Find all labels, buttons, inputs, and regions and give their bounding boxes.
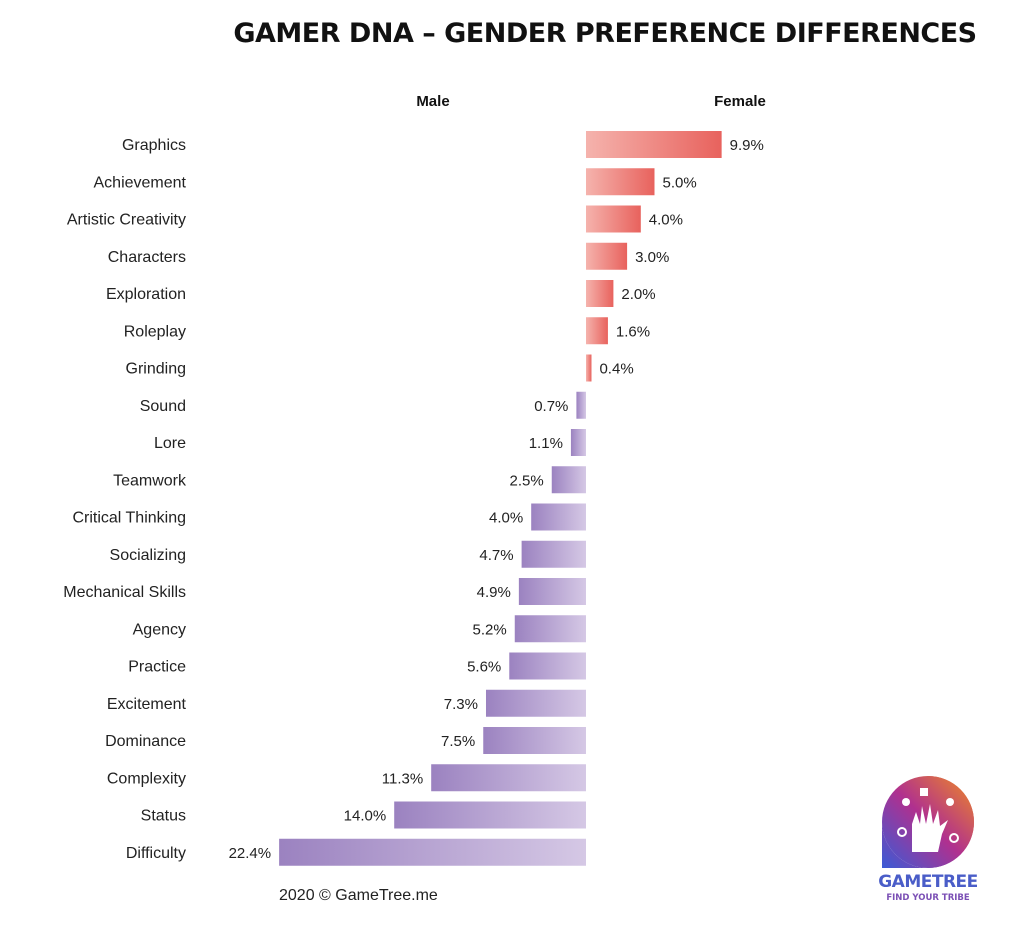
bar-complexity bbox=[431, 764, 586, 792]
category-label-practice: Practice bbox=[128, 659, 186, 676]
value-label-achievement: 5.0% bbox=[663, 174, 697, 191]
category-label-graphics: Graphics bbox=[122, 137, 186, 154]
bar-dominance bbox=[483, 727, 586, 754]
value-label-dominance: 7.5% bbox=[441, 733, 475, 750]
chart-title: GAMER DNA – GENDER PREFERENCE DIFFERENCE… bbox=[233, 18, 977, 49]
category-label-status: Status bbox=[141, 808, 186, 825]
bar-roleplay bbox=[586, 317, 608, 345]
category-label-sound: Sound bbox=[140, 398, 186, 415]
category-label-exploration: Exploration bbox=[106, 286, 186, 303]
category-label-characters: Characters bbox=[108, 249, 186, 266]
bar-achievement bbox=[586, 168, 655, 196]
bar-artistic-creativity bbox=[586, 205, 641, 233]
value-label-complexity: 11.3% bbox=[382, 770, 423, 787]
value-label-critical-thinking: 4.0% bbox=[489, 510, 523, 527]
bar-grinding bbox=[586, 354, 592, 382]
category-label-teamwork: Teamwork bbox=[113, 472, 187, 489]
bar-exploration bbox=[586, 280, 614, 307]
value-label-practice: 5.6% bbox=[467, 659, 501, 676]
category-label-lore: Lore bbox=[154, 435, 186, 452]
bar-practice bbox=[509, 652, 586, 680]
value-label-roleplay: 1.6% bbox=[616, 323, 650, 340]
bar-excitement bbox=[485, 689, 586, 717]
value-label-grinding: 0.4% bbox=[599, 361, 633, 378]
gametree-logo: GAMETREE FIND YOUR TRIBE bbox=[876, 772, 980, 912]
value-label-sound: 0.7% bbox=[534, 398, 568, 415]
female-side-label: Female bbox=[714, 93, 766, 110]
value-label-excitement: 7.3% bbox=[444, 696, 478, 713]
category-label-roleplay: Roleplay bbox=[124, 323, 186, 340]
category-label-grinding: Grinding bbox=[126, 361, 186, 378]
bar-teamwork bbox=[551, 466, 586, 494]
value-label-characters: 3.0% bbox=[635, 249, 669, 266]
footer-credit: 2020 © GameTree.me bbox=[279, 887, 438, 904]
value-label-agency: 5.2% bbox=[473, 621, 507, 638]
male-side-label: Male bbox=[416, 93, 449, 110]
bar-difficulty bbox=[279, 838, 586, 866]
value-label-teamwork: 2.5% bbox=[510, 472, 544, 489]
bar-critical-thinking bbox=[531, 503, 586, 531]
category-label-difficulty: Difficulty bbox=[126, 845, 186, 862]
category-label-artistic-creativity: Artistic Creativity bbox=[67, 212, 186, 229]
category-label-critical-thinking: Critical Thinking bbox=[72, 510, 186, 527]
value-label-difficulty: 22.4% bbox=[229, 845, 272, 862]
value-label-exploration: 2.0% bbox=[621, 286, 655, 303]
bar-socializing bbox=[521, 540, 586, 568]
category-label-excitement: Excitement bbox=[107, 696, 187, 713]
bar-characters bbox=[586, 242, 628, 270]
category-label-agency: Agency bbox=[133, 621, 186, 638]
bar-agency bbox=[514, 615, 586, 643]
value-label-status: 14.0% bbox=[344, 808, 387, 825]
bars-group: Graphics 9.9% Achievement 5.0% Artistic Crea… bbox=[63, 131, 764, 866]
logo-tagline: FIND YOUR TRIBE bbox=[886, 893, 970, 903]
category-label-dominance: Dominance bbox=[105, 733, 186, 750]
value-label-artistic-creativity: 4.0% bbox=[649, 212, 683, 229]
bar-sound bbox=[576, 391, 586, 419]
category-label-achievement: Achievement bbox=[94, 174, 187, 191]
category-label-complexity: Complexity bbox=[107, 770, 186, 787]
bar-status bbox=[394, 801, 586, 829]
bar-mechanical-skills bbox=[518, 578, 586, 605]
value-label-graphics: 9.9% bbox=[730, 137, 764, 154]
value-label-lore: 1.1% bbox=[529, 435, 563, 452]
value-label-socializing: 4.7% bbox=[479, 547, 513, 564]
bar-graphics bbox=[586, 131, 722, 158]
bar-lore bbox=[570, 429, 586, 456]
category-label-socializing: Socializing bbox=[110, 547, 186, 564]
category-label-mechanical-skills: Mechanical Skills bbox=[63, 584, 186, 601]
gametree-logo-icon bbox=[882, 776, 974, 868]
value-label-mechanical-skills: 4.9% bbox=[477, 584, 511, 601]
logo-name: GAMETREE bbox=[878, 872, 978, 892]
